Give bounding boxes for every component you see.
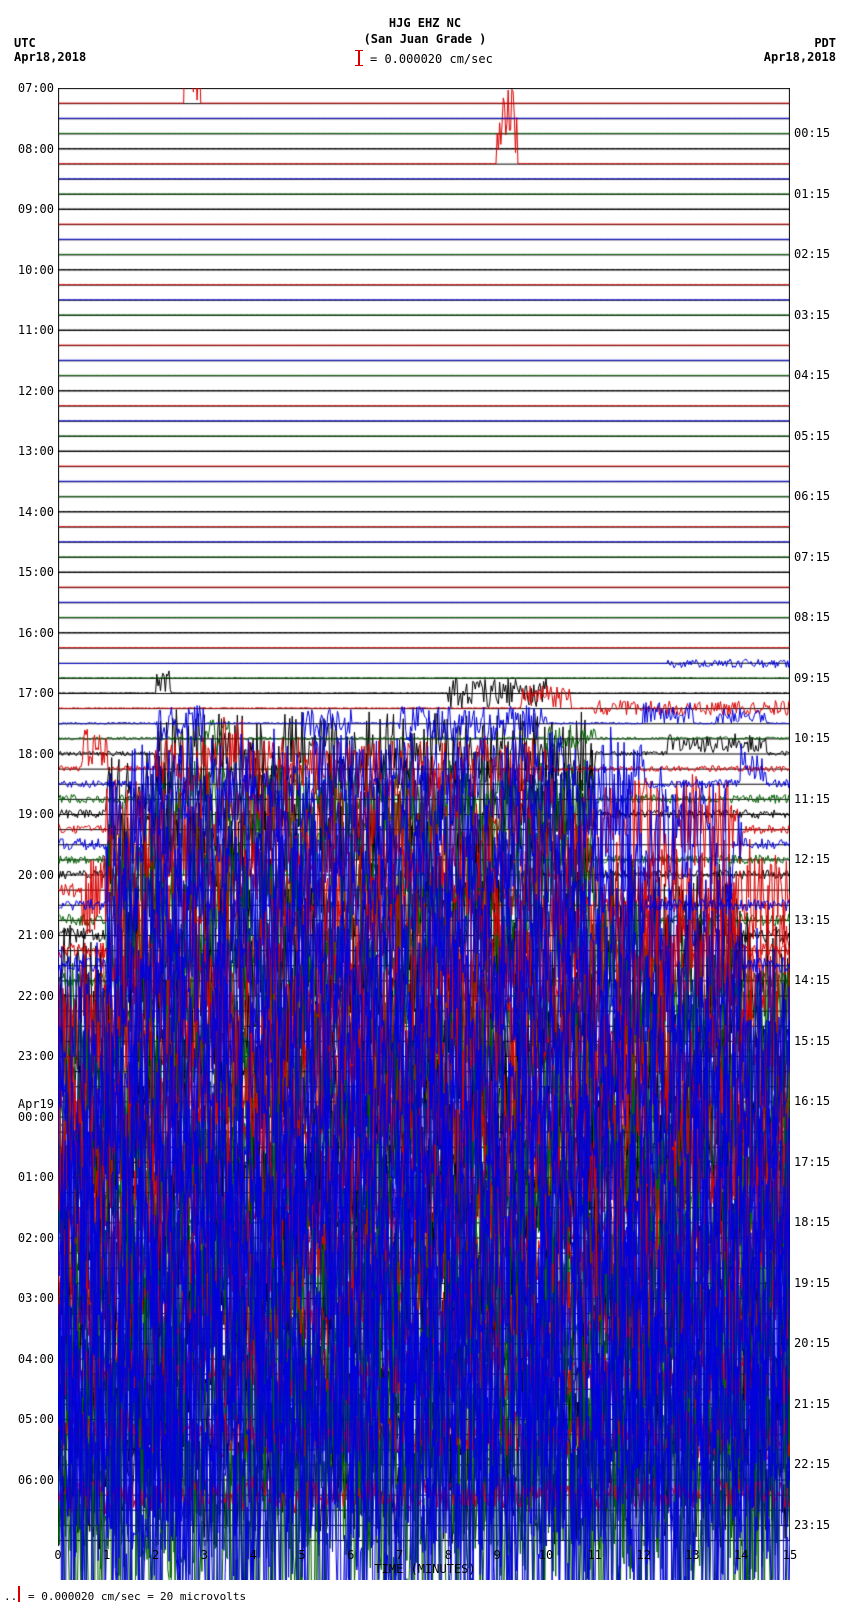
left-time-18-00: 18:00: [10, 747, 54, 761]
left-time-08-00: 08:00: [10, 142, 54, 156]
right-time-01-15: 01:15: [794, 187, 830, 201]
right-time-03-15: 03:15: [794, 308, 830, 322]
right-time-06-15: 06:15: [794, 489, 830, 503]
right-time-22-15: 22:15: [794, 1457, 830, 1471]
left-time-06-00: 06:00: [10, 1473, 54, 1487]
left-time-19-00: 19:00: [10, 807, 54, 821]
x-tick-12: 12: [636, 1548, 652, 1562]
right-time-23-15: 23:15: [794, 1518, 830, 1532]
right-time-10-15: 10:15: [794, 731, 830, 745]
right-time-21-15: 21:15: [794, 1397, 830, 1411]
x-tick-6: 6: [343, 1548, 359, 1562]
scale-text: = 0.000020 cm/sec: [370, 52, 493, 66]
left-time-04-00: 04:00: [10, 1352, 54, 1366]
right-time-11-15: 11:15: [794, 792, 830, 806]
left-time-23-00: 23:00: [10, 1049, 54, 1063]
right-time-12-15: 12:15: [794, 852, 830, 866]
footer-microvolts: 20 microvolts: [160, 1590, 246, 1603]
x-tick-2: 2: [148, 1548, 164, 1562]
footer-scale-text: = 0.000020 cm/sec =: [28, 1590, 154, 1603]
left-date: Apr18,2018: [14, 50, 86, 64]
left-time-07-00: 07:00: [10, 81, 54, 95]
right-time-20-15: 20:15: [794, 1336, 830, 1350]
left-date-change: Apr19: [10, 1097, 54, 1111]
right-time-07-15: 07:15: [794, 550, 830, 564]
scale-bar-icon: [358, 50, 360, 66]
scale-bar-bottom: [355, 65, 363, 66]
left-time-21-00: 21:00: [10, 928, 54, 942]
right-time-16-15: 16:15: [794, 1094, 830, 1108]
station-id: HJG EHZ NC: [0, 16, 850, 30]
left-time-13-00: 13:00: [10, 444, 54, 458]
right-time-04-15: 04:15: [794, 368, 830, 382]
x-tick-4: 4: [245, 1548, 261, 1562]
left-time-05-00: 05:00: [10, 1412, 54, 1426]
left-time-09-00: 09:00: [10, 202, 54, 216]
left-time-15-00: 15:00: [10, 565, 54, 579]
x-tick-8: 8: [440, 1548, 456, 1562]
footer-mark: ..: [4, 1590, 17, 1603]
footer-scale-bar-icon: [18, 1586, 20, 1602]
right-time-02-15: 02:15: [794, 247, 830, 261]
right-time-19-15: 19:15: [794, 1276, 830, 1290]
x-tick-3: 3: [196, 1548, 212, 1562]
x-tick-1: 1: [99, 1548, 115, 1562]
right-time-14-15: 14:15: [794, 973, 830, 987]
scale-bar-top: [355, 50, 363, 51]
x-tick-9: 9: [489, 1548, 505, 1562]
seismogram-plot: [58, 88, 790, 1580]
left-time-11-00: 11:00: [10, 323, 54, 337]
left-time-10-00: 10:00: [10, 263, 54, 277]
x-tick-11: 11: [587, 1548, 603, 1562]
x-tick-13: 13: [684, 1548, 700, 1562]
left-time-22-00: 22:00: [10, 989, 54, 1003]
x-tick-15: 15: [782, 1548, 798, 1562]
left-time-02-00: 02:00: [10, 1231, 54, 1245]
left-time-17-00: 17:00: [10, 686, 54, 700]
left-time-03-00: 03:00: [10, 1291, 54, 1305]
right-time-05-15: 05:15: [794, 429, 830, 443]
right-time-13-15: 13:15: [794, 913, 830, 927]
x-tick-5: 5: [294, 1548, 310, 1562]
right-time-00-15: 00:15: [794, 126, 830, 140]
left-time-12-00: 12:00: [10, 384, 54, 398]
right-time-09-15: 09:15: [794, 671, 830, 685]
right-time-18-15: 18:15: [794, 1215, 830, 1229]
right-time-17-15: 17:15: [794, 1155, 830, 1169]
x-tick-7: 7: [392, 1548, 408, 1562]
right-time-15-15: 15:15: [794, 1034, 830, 1048]
left-time-01-00: 01:00: [10, 1170, 54, 1184]
x-axis-label: TIME (MINUTES): [0, 1562, 850, 1576]
right-date: Apr18,2018: [764, 50, 836, 64]
x-tick-0: 0: [50, 1548, 66, 1562]
x-tick-14: 14: [733, 1548, 749, 1562]
left-time-20-00: 20:00: [10, 868, 54, 882]
x-tick-10: 10: [538, 1548, 554, 1562]
station-location: (San Juan Grade ): [0, 32, 850, 46]
right-time-08-15: 08:15: [794, 610, 830, 624]
left-time-16-00: 16:00: [10, 626, 54, 640]
left-time-00-00: 00:00: [10, 1110, 54, 1124]
left-time-14-00: 14:00: [10, 505, 54, 519]
